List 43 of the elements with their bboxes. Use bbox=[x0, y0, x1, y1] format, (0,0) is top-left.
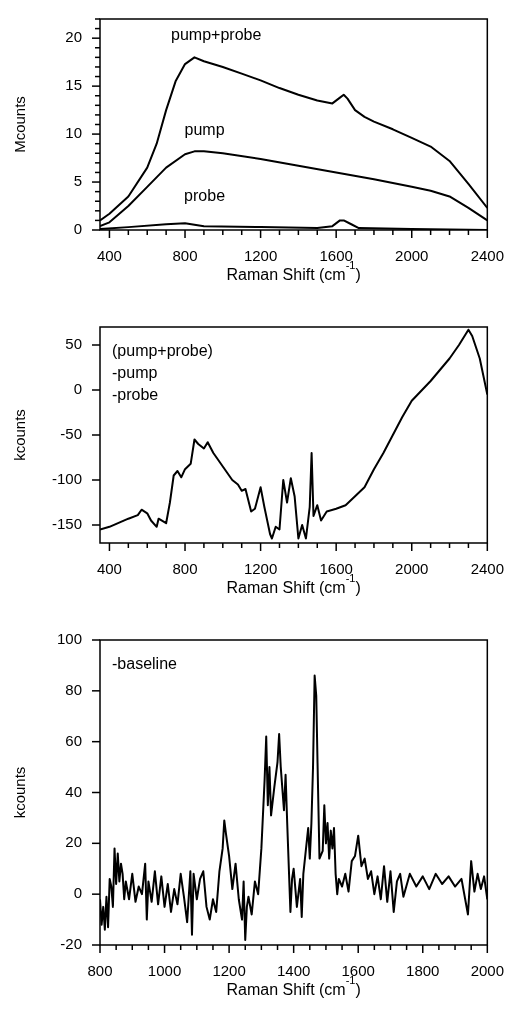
y-tick-label: 50 bbox=[65, 335, 82, 353]
y-tick-label: 20 bbox=[65, 833, 82, 851]
x-tick-label: 400 bbox=[96, 247, 122, 265]
annotation: -probe bbox=[112, 386, 159, 404]
y-tick-label: 100 bbox=[56, 630, 82, 648]
x-tick-label: 800 bbox=[172, 247, 198, 265]
y-tick-label: -100 bbox=[51, 470, 82, 488]
x-tick-label: 1200 bbox=[243, 247, 278, 265]
y-tick-label: 40 bbox=[65, 782, 82, 800]
y-tick-label: 0 bbox=[73, 884, 82, 902]
y-tick-label: 10 bbox=[65, 124, 82, 142]
x-tick-label: 1000 bbox=[147, 962, 182, 980]
x-tick-label: 1800 bbox=[406, 962, 440, 980]
annotation: (pump+probe) bbox=[112, 342, 213, 360]
x-tick-label: 400 bbox=[96, 560, 122, 578]
y-tick-label: 80 bbox=[65, 680, 82, 698]
x-tick-label: 800 bbox=[87, 962, 113, 980]
x-tick-label: 1400 bbox=[276, 962, 311, 980]
x-tick-label: 2000 bbox=[470, 962, 504, 980]
x-tick-label: 2000 bbox=[395, 247, 429, 265]
series-label: pump bbox=[184, 121, 225, 139]
y-axis-title: kcounts bbox=[11, 409, 29, 461]
annotation: -pump bbox=[112, 364, 158, 382]
x-tick-label: 2400 bbox=[470, 560, 504, 578]
y-axis-title: Mcounts bbox=[11, 96, 29, 153]
series-label: pump+probe bbox=[171, 26, 262, 44]
series-label: probe bbox=[184, 186, 226, 204]
y-tick-label: 5 bbox=[73, 172, 82, 190]
y-tick-label: -150 bbox=[51, 515, 82, 533]
x-tick-label: 1200 bbox=[212, 962, 246, 980]
x-tick-label: 800 bbox=[172, 560, 198, 578]
y-axis-title: kcounts bbox=[11, 766, 29, 819]
x-tick-label: 2400 bbox=[470, 247, 504, 265]
y-tick-label: 0 bbox=[73, 220, 82, 238]
x-tick-label: 2000 bbox=[395, 560, 429, 578]
y-tick-label: -50 bbox=[60, 425, 82, 443]
y-tick-label: 60 bbox=[65, 731, 82, 749]
x-tick-label: 1200 bbox=[243, 560, 278, 578]
annotation: -baseline bbox=[112, 655, 178, 673]
y-tick-label: 20 bbox=[65, 28, 82, 46]
y-tick-label: 0 bbox=[73, 380, 82, 398]
y-tick-label: -20 bbox=[60, 935, 82, 953]
y-tick-label: 15 bbox=[65, 76, 82, 94]
